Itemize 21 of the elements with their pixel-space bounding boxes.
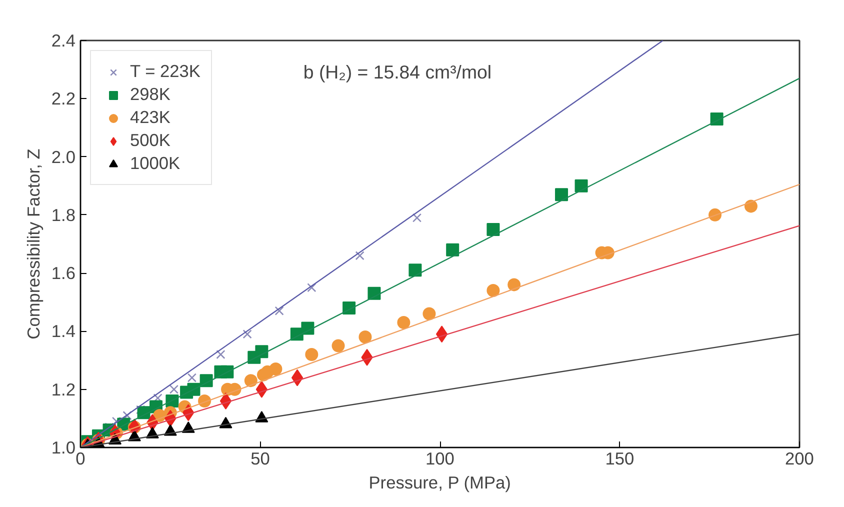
y-tick-label: 2.0 — [51, 146, 76, 167]
y-tick-label: 1.4 — [51, 321, 76, 342]
y-axis-title: Compressibility Factor, Z — [23, 148, 44, 340]
y-tick-label: 1.6 — [51, 263, 76, 284]
legend-label: 423K — [130, 107, 170, 128]
y-tick-label: 2.4 — [51, 30, 76, 50]
annotation: b (H₂) = 15.84 cm³/mol — [303, 62, 492, 82]
y-tick-label: 1.2 — [51, 379, 76, 400]
legend-label: T = 223K — [130, 61, 200, 82]
x-tick-label: 200 — [785, 448, 814, 468]
y-tick-label: 1.8 — [51, 204, 76, 225]
x-tick-label: 150 — [605, 448, 634, 468]
y-tick-label: 2.2 — [51, 88, 76, 109]
x-tick-label: 100 — [426, 448, 454, 468]
x-axis-title: Pressure, P (MPa) — [368, 472, 511, 492]
legend-label: 1000K — [130, 153, 180, 174]
x-tick-label: 0 — [76, 448, 86, 468]
legend-label: 298K — [130, 84, 170, 105]
x-tick-label: 50 — [250, 448, 270, 468]
y-tick-label: 1.0 — [51, 438, 76, 458]
legend-label: 500K — [130, 130, 170, 151]
